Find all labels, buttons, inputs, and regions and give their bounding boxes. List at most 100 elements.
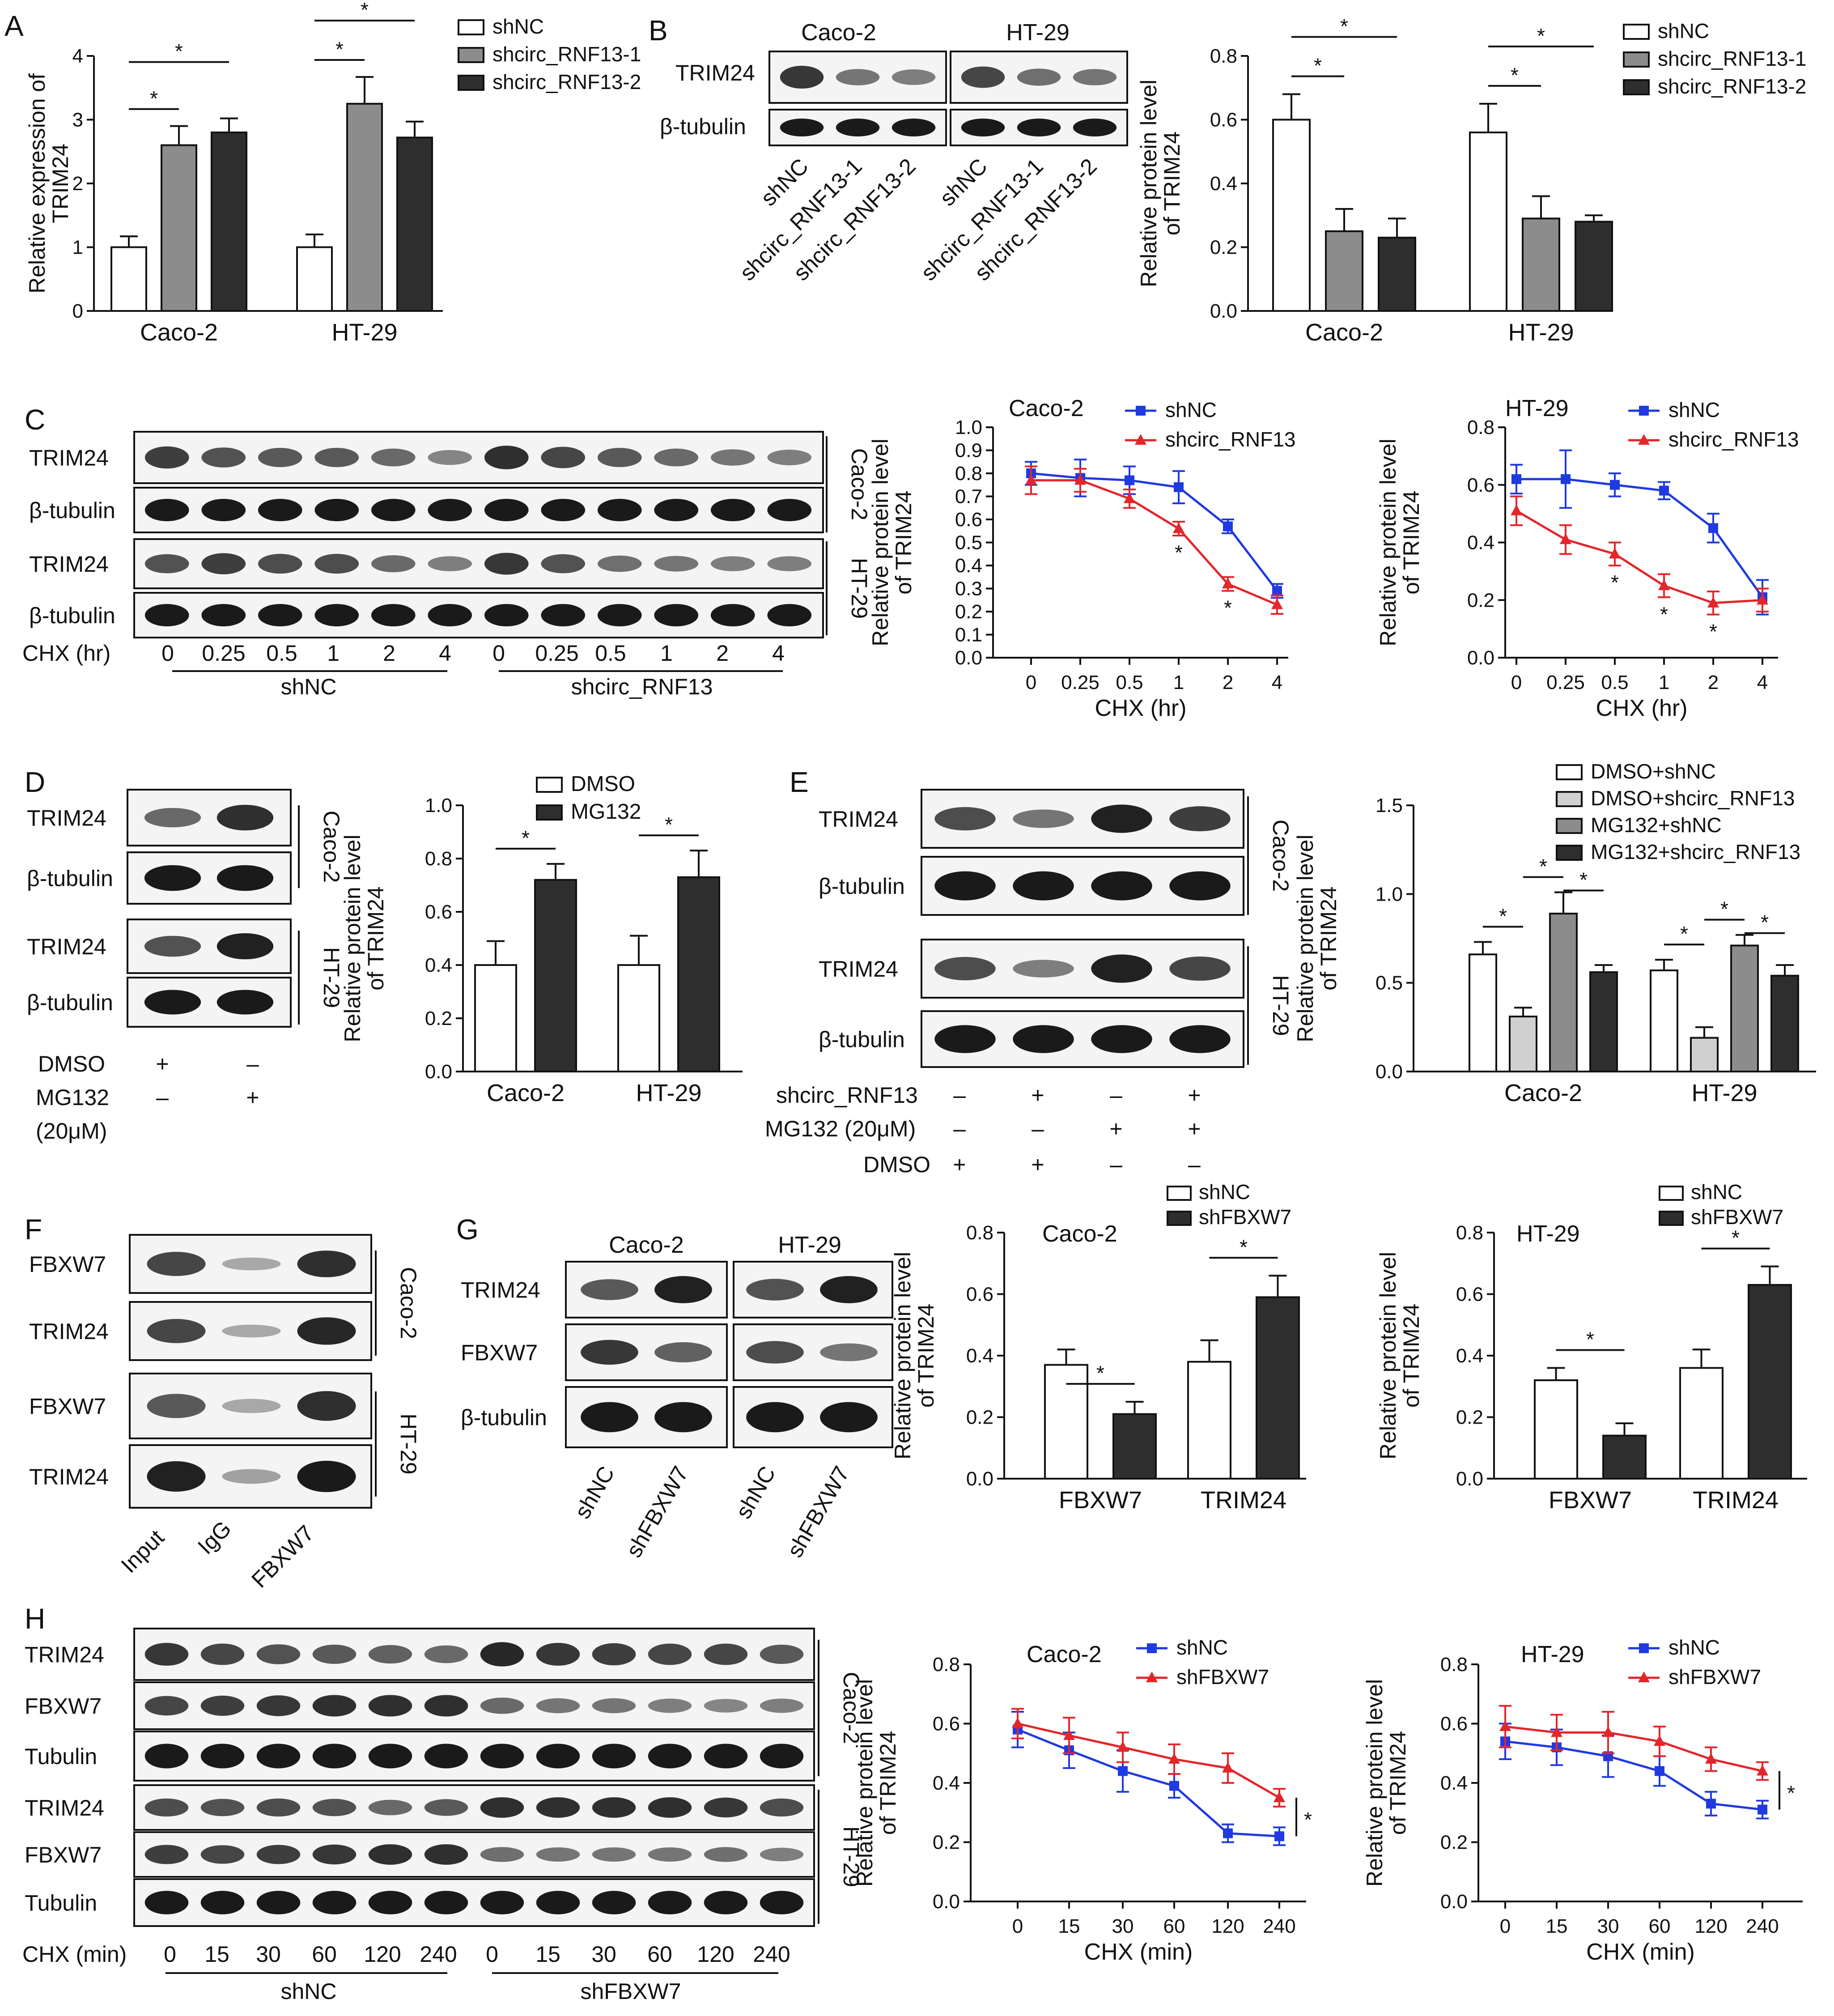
group-label: shFBXW7 — [580, 1979, 681, 2004]
series-line-shfbxw7 — [1505, 1725, 1763, 1772]
legend-label: shNC — [1668, 398, 1720, 421]
legend-swatch — [1167, 1211, 1192, 1226]
protein-band — [428, 556, 472, 571]
protein-band — [371, 499, 416, 521]
protein-band — [710, 499, 755, 521]
protein-band — [1169, 806, 1231, 831]
y-tick-label: 0.2 — [1210, 237, 1237, 259]
protein-band — [256, 1798, 301, 1817]
y-tick-label: 0.0 — [1440, 1891, 1468, 1913]
protein-band — [256, 1695, 301, 1716]
blot-frame — [133, 1628, 815, 1681]
protein-band — [144, 1891, 189, 1914]
protein-band — [760, 1744, 804, 1769]
protein-band — [144, 1744, 189, 1769]
significance-star: * — [1314, 54, 1322, 77]
bar-mg132 — [677, 876, 720, 1073]
treatment-label: DMSO — [38, 1051, 105, 1076]
protein-band — [484, 604, 529, 626]
y-tick-label: 0.8 — [1210, 45, 1237, 67]
y-tick-label: 0.2 — [1456, 1407, 1483, 1429]
protein-band — [258, 447, 302, 468]
chart-title: HT-29 — [1521, 1642, 1584, 1667]
legend-marker — [1639, 1643, 1649, 1653]
protein-band — [428, 604, 472, 626]
treatment-sign: – — [1110, 1152, 1122, 1177]
lane-label: Input — [116, 1525, 169, 1578]
y-axis-label: of TRIM24 — [1399, 1304, 1424, 1408]
protein-band — [314, 553, 359, 574]
lane-label: 0 — [164, 1942, 176, 1967]
x-tick-label: 2 — [1708, 672, 1719, 693]
series-line-shnc — [1017, 1728, 1280, 1837]
data-point — [1705, 1753, 1717, 1764]
lane-label: shFBXW7 — [621, 1462, 693, 1562]
lane-label: 0.25 — [202, 641, 245, 666]
x-tick-label: 60 — [1649, 1915, 1671, 1937]
protein-band — [892, 119, 936, 136]
y-axis-label: of TRIM24 — [875, 1731, 900, 1835]
protein-band — [536, 1642, 580, 1666]
panel-letter: B — [649, 14, 668, 47]
significance-star: * — [1511, 64, 1519, 87]
significance-star: * — [522, 826, 530, 850]
blot-row-label: Tubulin — [25, 1744, 97, 1769]
y-axis-label: of TRIM24 — [891, 490, 916, 595]
x-tick-label: Caco-2 — [1504, 1080, 1582, 1106]
bar-shcirc-rnf13-1 — [161, 144, 197, 312]
y-tick-label: 0.4 — [1456, 1345, 1483, 1367]
legend-label: MG132+shcirc_RNF13 — [1591, 840, 1800, 863]
protein-band — [312, 1644, 357, 1664]
protein-band — [424, 1744, 468, 1769]
blot-frame — [133, 1784, 815, 1831]
treatment-label: (20μM) — [36, 1119, 107, 1144]
data-point — [1499, 1720, 1511, 1731]
y-axis-label: of TRIM24 — [1385, 1731, 1410, 1835]
x-tick-label: 30 — [1597, 1915, 1619, 1937]
bar-mg132-shcirc-rnf13 — [1770, 974, 1799, 1073]
group-label: shNC — [280, 674, 336, 699]
y-tick-label: 0.4 — [1467, 532, 1494, 554]
protein-band — [654, 604, 699, 626]
protein-band — [767, 556, 812, 571]
protein-band — [780, 65, 824, 89]
protein-band — [480, 1797, 524, 1818]
data-point — [1063, 1729, 1075, 1740]
protein-band — [368, 1744, 412, 1769]
cell-line-label: Caco-2 — [839, 1672, 864, 1744]
treatment-sign: – — [246, 1051, 259, 1076]
protein-band — [961, 66, 1005, 88]
protein-band — [597, 555, 642, 572]
protein-band — [581, 1340, 638, 1365]
lane-label: shFBXW7 — [782, 1462, 854, 1562]
treatment-sign: – — [1188, 1152, 1201, 1177]
group-label: shcirc_RNF13 — [571, 674, 713, 699]
protein-band — [760, 1798, 804, 1817]
data-point — [1561, 474, 1571, 484]
blot-row-label: β-tubulin — [819, 1027, 905, 1052]
protein-band — [654, 1402, 712, 1433]
data-point — [1222, 1761, 1234, 1773]
y-tick-label: 0 — [72, 300, 83, 322]
protein-band — [767, 604, 812, 626]
y-tick-label: 2 — [72, 173, 83, 195]
treatment-sign: + — [953, 1152, 966, 1177]
bar-dmso-shcirc-rnf13 — [1509, 1016, 1537, 1073]
treatment-sign: + — [1188, 1083, 1201, 1108]
protein-band — [654, 1342, 712, 1362]
treatment-label: DMSO — [863, 1152, 930, 1177]
chart-title: HT-29 — [1505, 396, 1569, 421]
protein-band — [144, 446, 189, 469]
protein-band — [371, 448, 416, 467]
treatment-sign: + — [1031, 1152, 1044, 1177]
bar-mg132-shcirc-rnf13 — [1589, 971, 1618, 1073]
x-tick-label: 0 — [1511, 672, 1522, 693]
protein-band — [200, 1643, 245, 1665]
data-point — [1706, 1799, 1716, 1809]
protein-band — [144, 554, 189, 574]
significance-star: * — [1537, 24, 1545, 47]
lane-label: 240 — [753, 1942, 790, 1967]
data-point — [1655, 1766, 1664, 1776]
blot-row-label: β-tubulin — [27, 990, 113, 1015]
data-point — [1560, 533, 1571, 544]
